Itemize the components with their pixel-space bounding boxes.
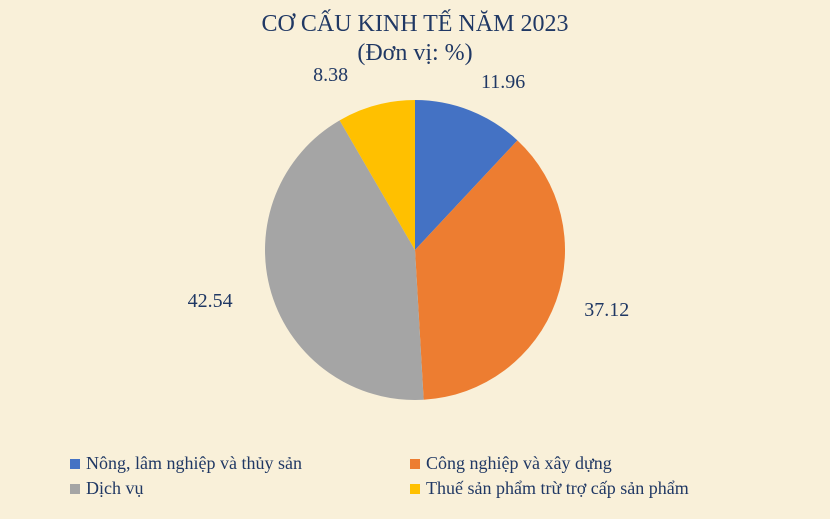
- legend-label: Nông, lâm nghiệp và thủy sản: [86, 453, 302, 474]
- legend-item-2: Dịch vụ: [70, 478, 410, 499]
- chart-title-line1: CƠ CẤU KINH TẾ NĂM 2023: [0, 10, 830, 39]
- pie-data-label-1: 37.12: [584, 299, 629, 322]
- legend-marker-icon: [70, 459, 80, 469]
- chart-legend: Nông, lâm nghiệp và thủy sản Công nghiệp…: [70, 453, 790, 503]
- legend-marker-icon: [70, 484, 80, 494]
- legend-label: Công nghiệp và xây dựng: [426, 453, 612, 474]
- pie-data-label-2: 42.54: [188, 290, 233, 313]
- pie-data-label-0: 11.96: [481, 71, 525, 94]
- legend-marker-icon: [410, 484, 420, 494]
- chart-title: CƠ CẤU KINH TẾ NĂM 2023 (Đơn vị: %): [0, 0, 830, 68]
- legend-item-3: Thuế sản phẩm trừ trợ cấp sản phẩm: [410, 478, 750, 499]
- chart-title-line2: (Đơn vị: %): [0, 39, 830, 68]
- pie-chart-area: 11.9637.1242.548.38: [0, 80, 830, 430]
- legend-label: Dịch vụ: [86, 478, 144, 499]
- legend-item-1: Công nghiệp và xây dựng: [410, 453, 750, 474]
- legend-label: Thuế sản phẩm trừ trợ cấp sản phẩm: [426, 478, 689, 499]
- legend-marker-icon: [410, 459, 420, 469]
- pie-data-label-3: 8.38: [313, 64, 348, 87]
- pie-chart: [265, 100, 565, 400]
- legend-item-0: Nông, lâm nghiệp và thủy sản: [70, 453, 410, 474]
